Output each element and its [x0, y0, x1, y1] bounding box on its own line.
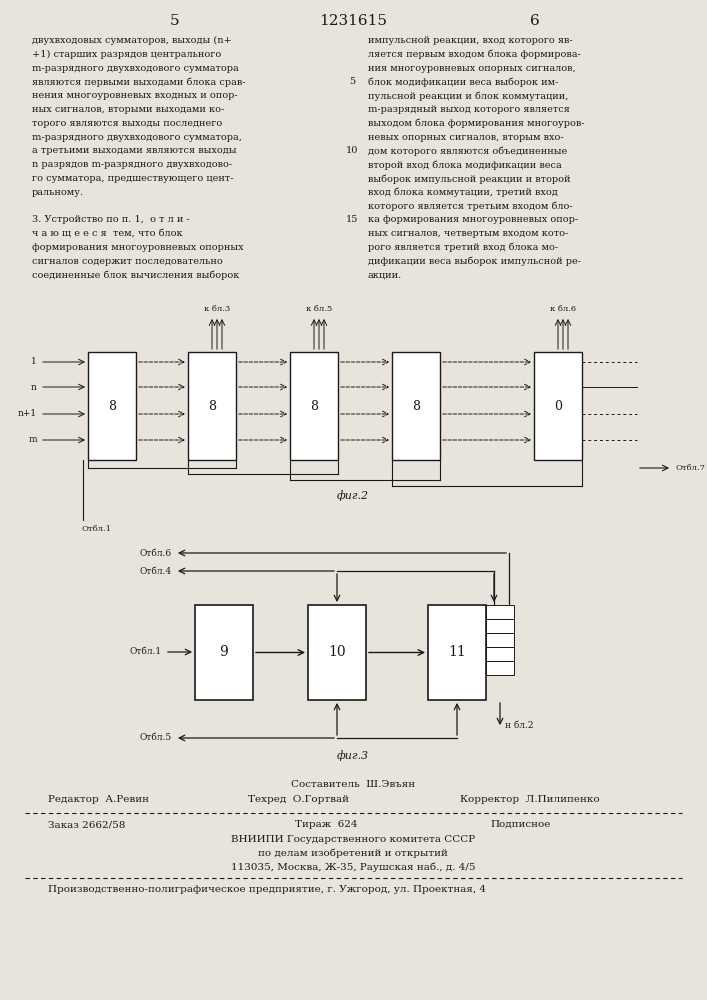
Text: фиг.3: фиг.3	[337, 750, 369, 761]
Text: Редактор  А.Ревин: Редактор А.Ревин	[48, 795, 149, 804]
Text: 8: 8	[310, 399, 318, 412]
Bar	[188, 352, 236, 460]
Text: 5: 5	[349, 77, 355, 86]
Text: Подписное: Подписное	[490, 820, 550, 829]
Text: нения многоуровневых входных и опор-: нения многоуровневых входных и опор-	[32, 91, 238, 100]
Text: 1: 1	[31, 358, 37, 366]
Text: 3. Устройство по п. 1,  о т л и -: 3. Устройство по п. 1, о т л и -	[32, 215, 189, 224]
Text: выборок импульсной реакции и второй: выборок импульсной реакции и второй	[368, 174, 571, 184]
Text: а третьими выходами являются выходы: а третьими выходами являются выходы	[32, 146, 237, 155]
Bar	[486, 605, 514, 619]
Text: ка формирования многоуровневых опор-: ка формирования многоуровневых опор-	[368, 215, 578, 224]
Text: n+1: n+1	[18, 410, 37, 418]
Text: Корректор  Л.Пилипенко: Корректор Л.Пилипенко	[460, 795, 600, 804]
Text: соединенные блок вычисления выборок: соединенные блок вычисления выборок	[32, 271, 240, 280]
Text: сигналов содержит последовательно: сигналов содержит последовательно	[32, 257, 223, 266]
Text: торого являются выходы последнего: торого являются выходы последнего	[32, 119, 222, 128]
Text: которого является третьим входом бло-: которого является третьим входом бло-	[368, 202, 573, 211]
Text: фиг.2: фиг.2	[337, 490, 369, 501]
Text: 11: 11	[448, 646, 466, 660]
Text: двухвходовых сумматоров, выходы (n+: двухвходовых сумматоров, выходы (n+	[32, 36, 232, 45]
Text: н бл.2: н бл.2	[505, 720, 534, 730]
Text: ляется первым входом блока формирова-: ляется первым входом блока формирова-	[368, 50, 580, 59]
Text: Производственно-полиграфическое предприятие, г. Ужгород, ул. Проектная, 4: Производственно-полиграфическое предприя…	[48, 885, 486, 894]
Text: 113035, Москва, Ж-35, Раушская наб., д. 4/5: 113035, Москва, Ж-35, Раушская наб., д. …	[230, 863, 475, 872]
Text: ральному.: ральному.	[32, 188, 84, 197]
Bar	[486, 647, 514, 661]
Text: 10: 10	[346, 146, 358, 155]
Text: го сумматора, предшествующего цент-: го сумматора, предшествующего цент-	[32, 174, 233, 183]
Text: 8: 8	[208, 399, 216, 412]
Bar	[486, 661, 514, 675]
Text: акции.: акции.	[368, 271, 402, 280]
Text: ч а ю щ е е с я  тем, что блок: ч а ю щ е е с я тем, что блок	[32, 229, 182, 238]
Text: ВНИИПИ Государственного комитета СССР: ВНИИПИ Государственного комитета СССР	[231, 835, 475, 844]
Text: по делам изобретений и открытий: по делам изобретений и открытий	[258, 849, 448, 858]
Text: импульсной реакции, вход которого яв-: импульсной реакции, вход которого яв-	[368, 36, 573, 45]
Text: ния многоуровневых опорных сигналов,: ния многоуровневых опорных сигналов,	[368, 64, 575, 73]
Bar	[392, 352, 440, 460]
Text: 8: 8	[108, 399, 116, 412]
Text: Заказ 2662/58: Заказ 2662/58	[48, 820, 125, 829]
Text: Отбл.1: Отбл.1	[130, 648, 162, 656]
Text: m: m	[28, 436, 37, 444]
Text: к бл.6: к бл.6	[550, 305, 576, 313]
Text: Отбл.4: Отбл.4	[140, 566, 172, 576]
Bar	[486, 633, 514, 647]
Text: блок модификации веса выборок им-: блок модификации веса выборок им-	[368, 77, 559, 87]
Text: вход блока коммутации, третий вход: вход блока коммутации, третий вход	[368, 188, 558, 197]
Text: m-разрядный выход которого является: m-разрядный выход которого является	[368, 105, 570, 114]
Text: выходом блока формирования многоуров-: выходом блока формирования многоуров-	[368, 119, 585, 128]
Text: Составитель  Ш.Эвъян: Составитель Ш.Эвъян	[291, 780, 415, 789]
Bar	[428, 605, 486, 700]
Bar	[486, 619, 514, 633]
Bar	[534, 352, 582, 460]
Text: 8: 8	[412, 399, 420, 412]
Bar	[308, 605, 366, 700]
Text: ных сигналов, четвертым входом кото-: ных сигналов, четвертым входом кото-	[368, 229, 568, 238]
Text: 6: 6	[530, 14, 540, 28]
Text: +1) старших разрядов центрального: +1) старших разрядов центрального	[32, 50, 221, 59]
Text: невых опорных сигналов, вторым вхо-: невых опорных сигналов, вторым вхо-	[368, 133, 563, 142]
Text: рого является третий вход блока мо-: рого является третий вход блока мо-	[368, 243, 558, 252]
Bar	[88, 352, 136, 460]
Text: Отбл.6: Отбл.6	[140, 548, 172, 558]
Text: 10: 10	[328, 646, 346, 660]
Text: Отбл.1: Отбл.1	[81, 525, 111, 533]
Text: n разрядов m-разрядного двухвходово-: n разрядов m-разрядного двухвходово-	[32, 160, 232, 169]
Text: 1231615: 1231615	[320, 14, 387, 28]
Text: к бл.5: к бл.5	[306, 305, 332, 313]
Text: n: n	[31, 382, 37, 391]
Text: 15: 15	[346, 215, 358, 224]
Text: пульсной реакции и блок коммутации,: пульсной реакции и блок коммутации,	[368, 91, 568, 101]
Text: Отбл.5: Отбл.5	[140, 734, 172, 742]
Text: Отбл.7: Отбл.7	[675, 464, 705, 472]
Bar	[290, 352, 338, 460]
Text: формирования многоуровневых опорных: формирования многоуровневых опорных	[32, 243, 244, 252]
Text: к бл.3: к бл.3	[204, 305, 230, 313]
Text: Техред  О.Гортвай: Техред О.Гортвай	[248, 795, 349, 804]
Text: дификации веса выборок импульсной ре-: дификации веса выборок импульсной ре-	[368, 257, 581, 266]
Text: 9: 9	[220, 646, 228, 660]
Text: m-разрядного двухвходового сумматора: m-разрядного двухвходового сумматора	[32, 64, 239, 73]
Text: являются первыми выходами блока срав-: являются первыми выходами блока срав-	[32, 77, 245, 87]
Text: дом которого являются объединенные: дом которого являются объединенные	[368, 146, 567, 156]
Text: ных сигналов, вторыми выходами ко-: ных сигналов, вторыми выходами ко-	[32, 105, 224, 114]
Text: второй вход блока модификации веса: второй вход блока модификации веса	[368, 160, 562, 170]
Text: m-разрядного двухвходового сумматора,: m-разрядного двухвходового сумматора,	[32, 133, 242, 142]
Text: 0: 0	[554, 399, 562, 412]
Text: Тираж  624: Тираж 624	[295, 820, 358, 829]
Text: 5: 5	[170, 14, 180, 28]
Bar	[195, 605, 253, 700]
